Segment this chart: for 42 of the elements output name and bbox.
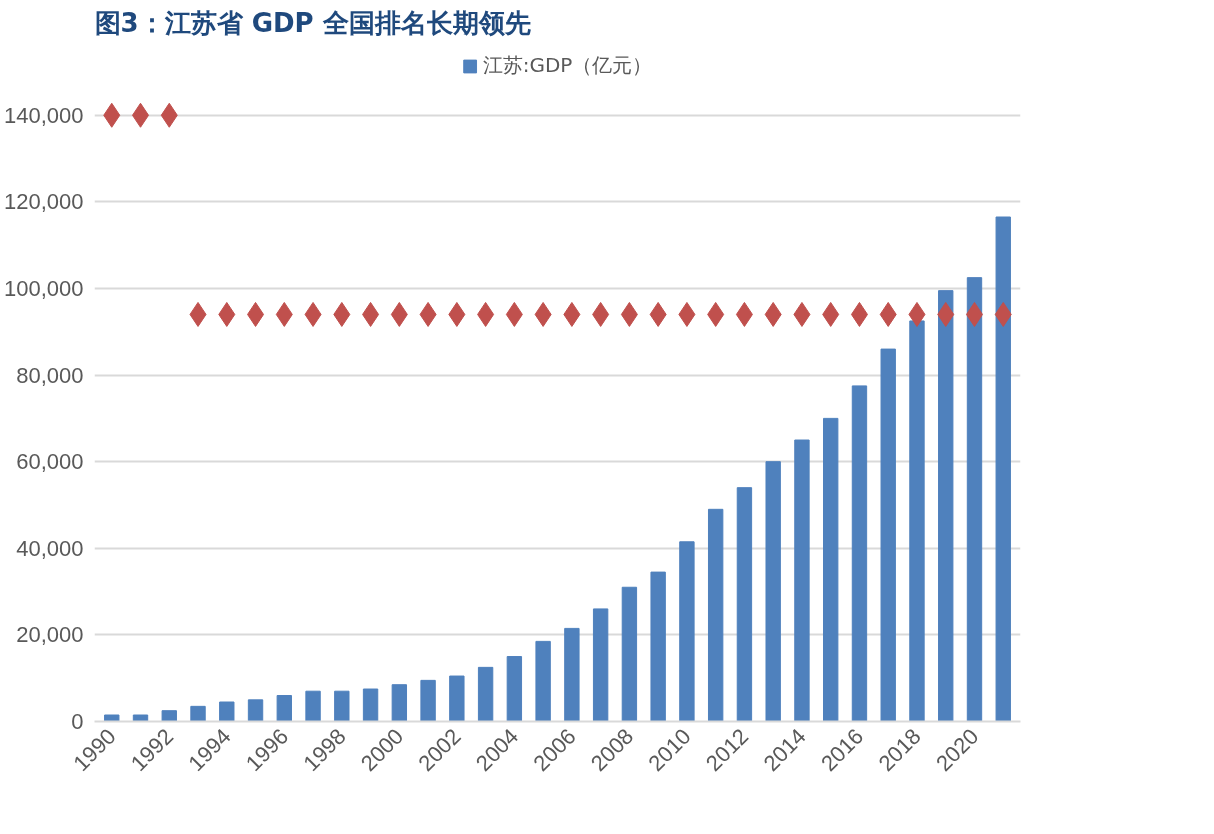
bar bbox=[104, 714, 120, 722]
y-tick-label: 20,000 bbox=[16, 622, 84, 648]
bar bbox=[477, 666, 494, 722]
bar bbox=[995, 216, 1011, 722]
bar bbox=[564, 627, 580, 722]
bar bbox=[161, 710, 177, 722]
bar bbox=[679, 541, 695, 722]
bar bbox=[909, 320, 925, 722]
bar bbox=[736, 487, 753, 722]
y-tick-label: 140,000 bbox=[3, 102, 84, 128]
bar bbox=[621, 586, 638, 722]
bar bbox=[449, 675, 465, 722]
y-tick-label: 100,000 bbox=[3, 275, 84, 301]
bar bbox=[851, 385, 868, 722]
bar bbox=[391, 684, 408, 722]
bar bbox=[535, 640, 551, 722]
bar bbox=[650, 571, 666, 722]
bar bbox=[362, 688, 379, 722]
bar bbox=[276, 695, 292, 722]
bar bbox=[794, 439, 810, 722]
bar bbox=[334, 690, 350, 722]
bar bbox=[592, 608, 609, 722]
bar bbox=[880, 348, 896, 722]
y-tick-label: 40,000 bbox=[16, 535, 84, 561]
y-tick-label: 120,000 bbox=[3, 189, 84, 215]
bar bbox=[966, 277, 983, 722]
chart-title: 图3：江苏省 GDP 全国排名长期领先 bbox=[94, 7, 531, 38]
bar bbox=[305, 690, 321, 722]
bar bbox=[707, 508, 724, 722]
bar bbox=[219, 701, 235, 722]
bar bbox=[132, 714, 149, 722]
y-tick-label: 60,000 bbox=[16, 449, 84, 475]
legend-label: 江苏:GDP（亿元） bbox=[482, 52, 653, 79]
bar bbox=[247, 699, 264, 722]
y-tick-label: 80,000 bbox=[16, 362, 84, 388]
bar bbox=[420, 679, 436, 722]
bar bbox=[938, 290, 954, 722]
bar bbox=[823, 417, 839, 722]
bar bbox=[190, 705, 206, 722]
y-tick-label: 0 bbox=[71, 709, 84, 734]
bar bbox=[765, 461, 781, 722]
bar bbox=[506, 656, 523, 722]
